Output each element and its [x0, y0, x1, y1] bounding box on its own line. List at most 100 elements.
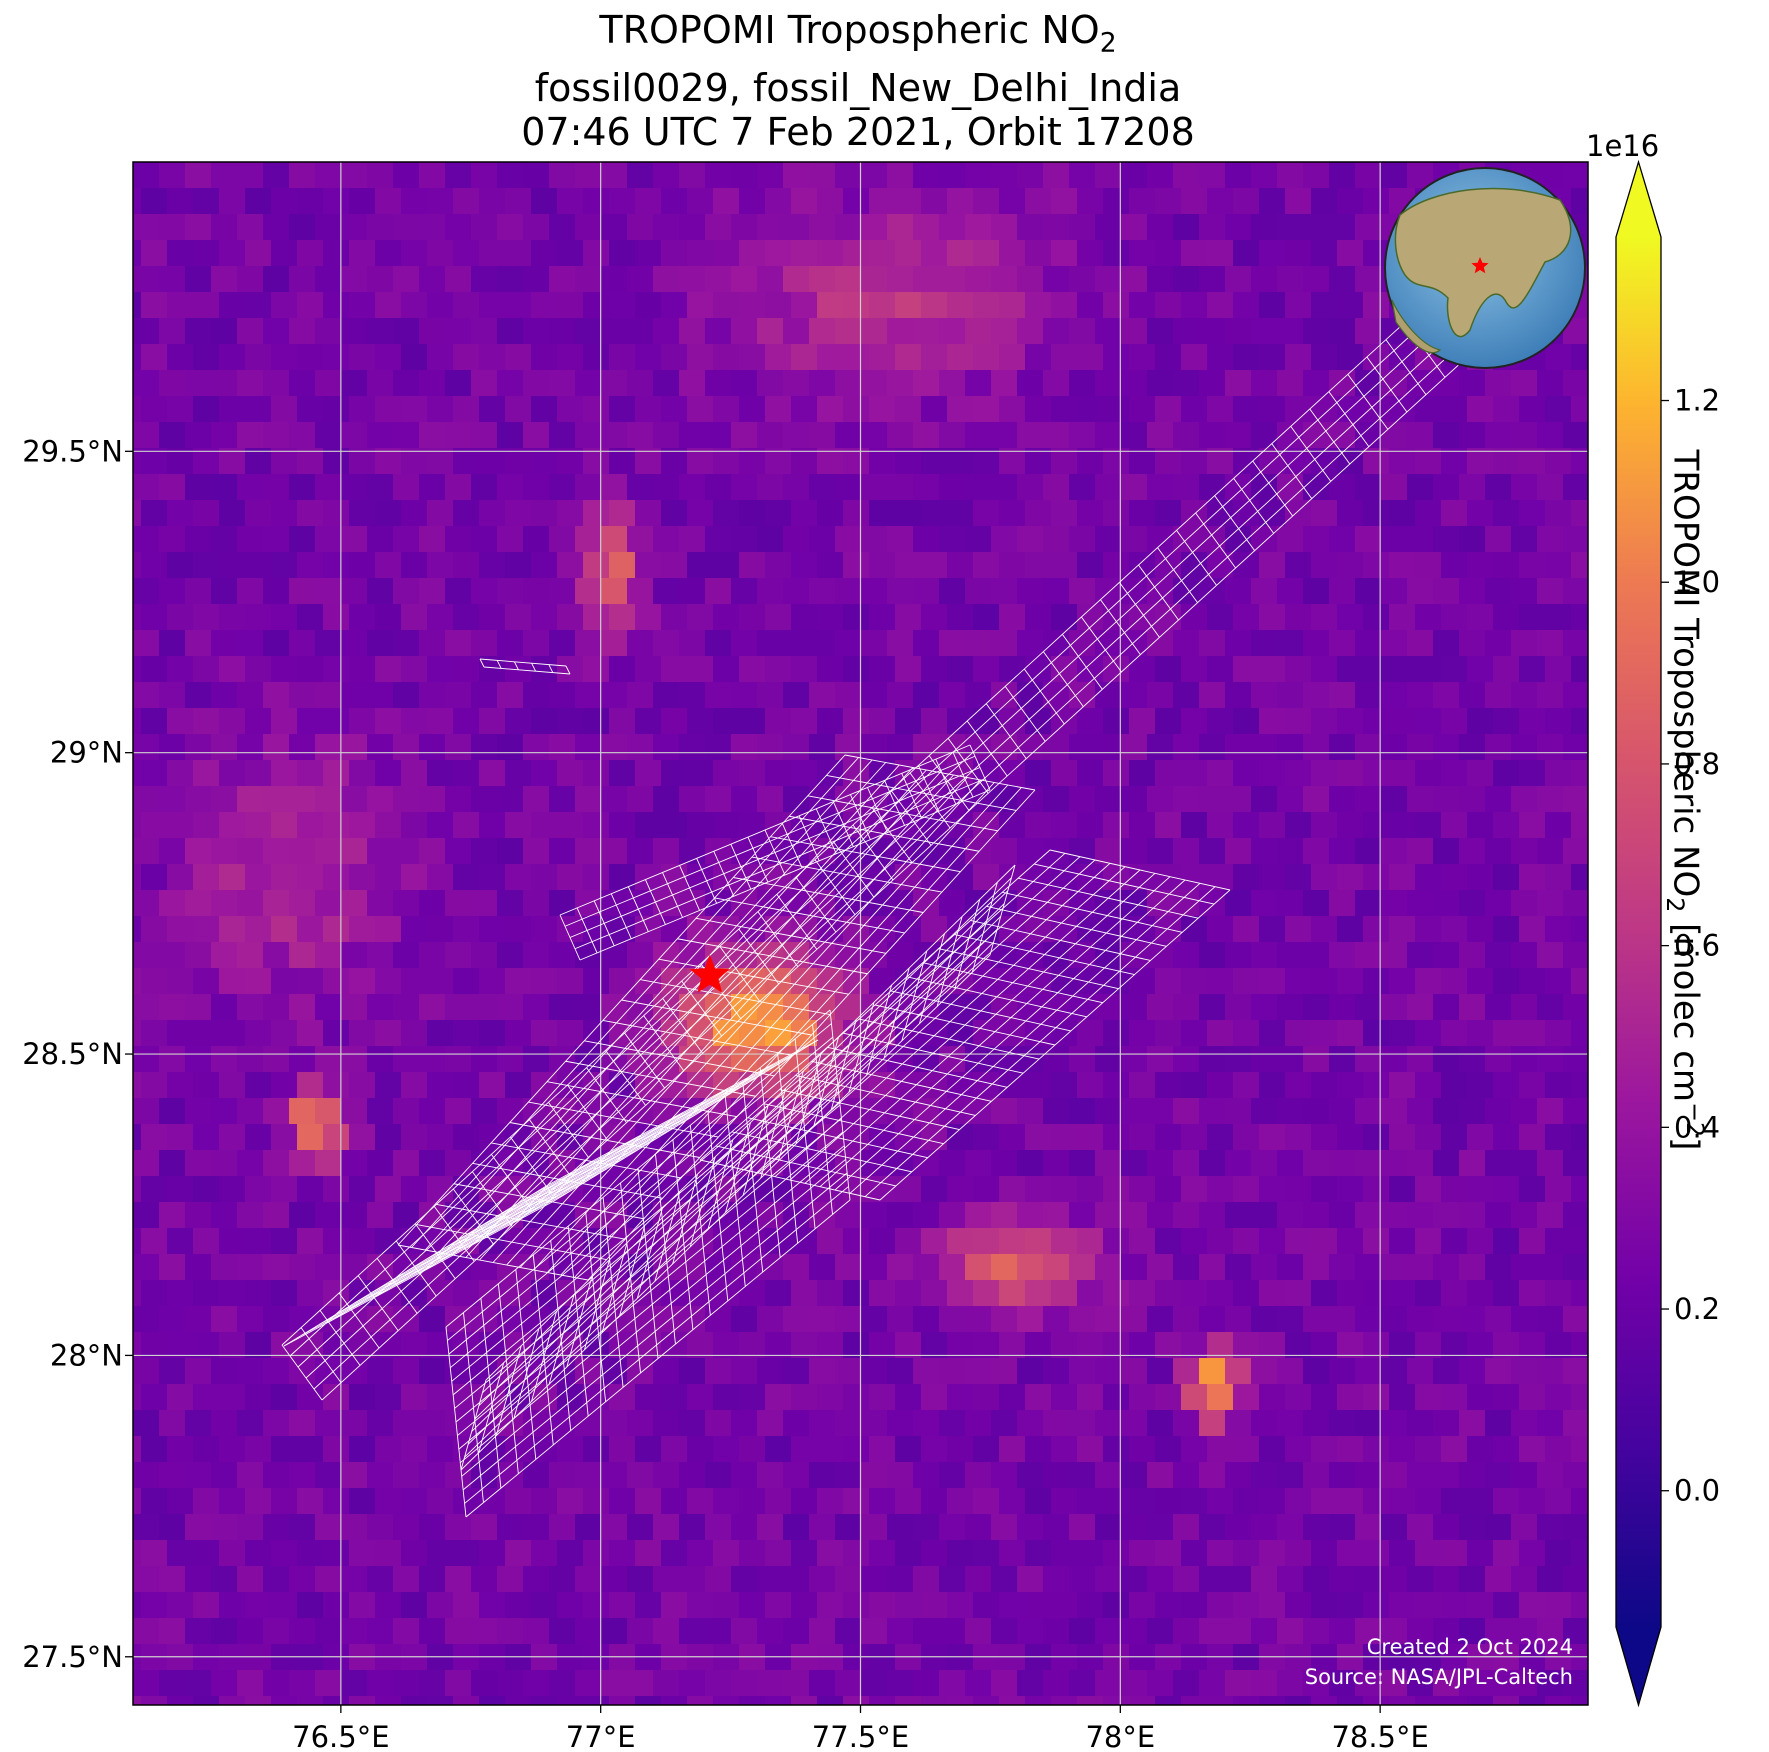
no2-pixel [1485, 422, 1512, 449]
no2-pixel [1389, 1020, 1416, 1047]
no2-pixel [887, 1306, 914, 1333]
no2-pixel [367, 1670, 394, 1697]
no2-pixel [1043, 786, 1070, 813]
no2-pixel [505, 500, 532, 527]
footprint-line [424, 759, 873, 1251]
no2-pixel [1199, 1462, 1226, 1489]
footprint-line [636, 1208, 663, 1299]
no2-pixel [1181, 812, 1208, 839]
no2-pixel [471, 1358, 498, 1385]
no2-pixel [635, 916, 662, 943]
no2-pixel [393, 266, 420, 293]
no2-pixel [999, 1280, 1026, 1307]
no2-pixel [141, 1072, 168, 1099]
no2-pixel [167, 500, 194, 527]
no2-pixel [1025, 1488, 1052, 1515]
no2-pixel [1563, 630, 1588, 657]
no2-pixel [193, 916, 220, 943]
no2-pixel [1103, 1696, 1130, 1705]
no2-pixel [1381, 1046, 1408, 1073]
no2-pixel [133, 474, 160, 501]
no2-pixel [1389, 760, 1416, 787]
no2-pixel [1285, 292, 1312, 319]
no2-pixel [1259, 1488, 1286, 1515]
no2-pixel [1493, 864, 1520, 891]
no2-pixel [1077, 1592, 1104, 1619]
no2-pixel [1129, 1384, 1156, 1411]
no2-pixel [1103, 396, 1130, 423]
no2-pixel [1069, 1566, 1096, 1593]
no2-pixel [1259, 1644, 1286, 1671]
no2-pixel [1563, 1410, 1588, 1437]
no2-pixel [393, 942, 420, 969]
no2-pixel [1363, 292, 1390, 319]
no2-pixel [1251, 890, 1278, 917]
no2-pixel [367, 578, 394, 605]
no2-pixel [445, 266, 472, 293]
no2-pixel [1155, 1384, 1182, 1411]
no2-pixel [1181, 344, 1208, 371]
graticule [133, 162, 1588, 1705]
colorbar-tick-label: 0.8 [1674, 747, 1720, 781]
no2-pixel [1355, 266, 1382, 293]
no2-pixel [1433, 1566, 1460, 1593]
no2-pixel [1433, 370, 1460, 397]
no2-pixel [1155, 1280, 1182, 1307]
no2-pixel [653, 214, 680, 241]
no2-pixel [341, 1202, 368, 1229]
no2-pixel [1407, 786, 1434, 813]
no2-pixel [427, 1540, 454, 1567]
no2-pixel [1285, 604, 1312, 631]
no2-pixel [713, 1384, 740, 1411]
no2-pixel [1277, 1202, 1304, 1229]
no2-pixel [1589, 1150, 1616, 1177]
no2-pixel [159, 1410, 186, 1437]
no2-pixel [141, 1124, 168, 1151]
no2-pixel [1415, 604, 1442, 631]
no2-pixel [341, 1514, 368, 1541]
no2-pixel [609, 396, 636, 423]
no2-pixel [159, 734, 186, 761]
no2-pixel [1415, 552, 1442, 579]
no2-pixel [1363, 448, 1390, 475]
colorbar-tick-label: 0.0 [1674, 1474, 1720, 1508]
no2-pixel [1407, 1462, 1434, 1489]
no2-pixel [185, 1670, 212, 1697]
no2-pixel [1519, 1332, 1546, 1359]
no2-pixel [913, 838, 940, 865]
no2-pixel [1303, 1358, 1330, 1385]
no2-pixel [1311, 1072, 1338, 1099]
no2-pixel [1285, 1384, 1312, 1411]
no2-pixel [349, 864, 376, 891]
no2-pixel [1103, 552, 1130, 579]
no2-pixel [427, 292, 454, 319]
lat-tick-label: 28.5°N [22, 1037, 123, 1071]
no2-pixel [1069, 838, 1096, 865]
no2-pixel [297, 1072, 324, 1099]
no2-pixel [133, 1202, 160, 1229]
no2-pixel [289, 1202, 316, 1229]
no2-pixel [601, 266, 628, 293]
no2-pixel [679, 1410, 706, 1437]
no2-pixel [1355, 1566, 1382, 1593]
no2-pixel [653, 1514, 680, 1541]
no2-pixel [1121, 474, 1148, 501]
no2-pixel [1363, 1332, 1390, 1359]
no2-pixel [479, 1540, 506, 1567]
no2-pixel [1259, 1228, 1286, 1255]
no2-pixel [1563, 838, 1588, 865]
no2-pixel [289, 1046, 316, 1073]
no2-pixel [705, 1514, 732, 1541]
no2-pixel [913, 1670, 940, 1697]
no2-pixel [549, 422, 576, 449]
no2-pixel [861, 734, 888, 761]
no2-pixel [315, 214, 342, 241]
no2-pixel [245, 188, 272, 215]
no2-pixel [419, 1150, 446, 1177]
no2-pixel [471, 734, 498, 761]
footprint-line [672, 1173, 699, 1265]
no2-pixel [1251, 1618, 1278, 1645]
no2-pixel [393, 890, 420, 917]
no2-pixel [653, 838, 680, 865]
no2-pixel [1381, 1618, 1408, 1645]
